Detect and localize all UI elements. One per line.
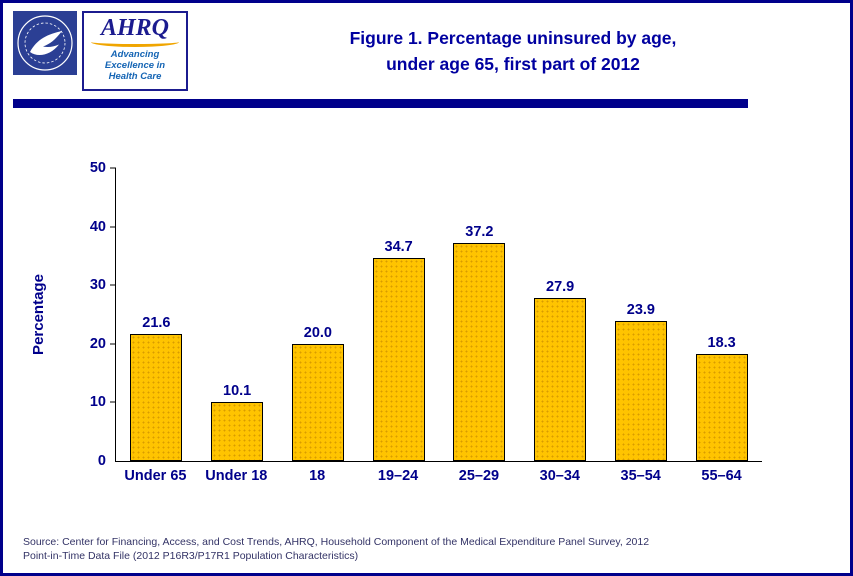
header: AHRQ Advancing Excellence in Health Care… [3,3,850,99]
x-category-label: Under 65 [124,468,187,484]
y-tick-label: 50 [89,160,106,176]
ahrq-swoosh-icon [91,37,179,47]
y-tick-mark [110,167,116,169]
bar-group: 27.9 [520,168,601,461]
source-note-line2: Point-in-Time Data File (2012 P16R3/P17R… [23,550,359,563]
ahrq-logo: AHRQ Advancing Excellence in Health Care [82,11,188,91]
bar [695,353,748,461]
bar [372,257,425,461]
bar-group: 21.6 [116,168,197,461]
x-category-label: 35–54 [620,468,661,484]
bar-group: 37.2 [439,168,520,461]
x-category-label: 19–24 [377,468,419,484]
y-tick-label: 20 [89,335,106,352]
plot-area: 0 10 20 30 40 50 21.6 10.1 20.0 34.7 37.2 27.9 23.9 1… [90,160,762,469]
ahrq-tagline: Advancing Excellence in Health Care [104,49,166,83]
bar-value-label: 20.0 [303,324,332,341]
bar-value-label: 10.1 [223,382,252,399]
bar [211,401,264,461]
figure-title: Figure 1. Percentage uninsured by age, u… [188,11,838,78]
y-tick-mark [110,226,116,228]
bar-value-label: 27.9 [546,278,575,295]
bar [453,243,506,461]
x-category-label: 25–29 [458,468,500,484]
bar-value-label: 21.6 [142,315,171,332]
bar-group: 23.9 [601,168,682,461]
bar-group: 34.7 [358,168,439,461]
y-axis-label-wrap: Percentage [21,168,55,461]
bar [534,297,587,461]
bar [130,334,183,461]
source-note: Source: Center for Financing, Access, an… [23,535,830,564]
y-tick-mark [110,284,116,286]
figure-title-line2: under age 65, first part of 2012 [386,54,640,75]
figure-title-line1: Figure 1. Percentage uninsured by age, [349,28,677,48]
header-divider [13,99,748,108]
y-axis-label: Percentage [29,274,47,355]
logo-block: AHRQ Advancing Excellence in Health Care [13,11,188,91]
x-category-label: 55–64 [701,468,742,484]
x-category-label: Under 18 [205,468,268,484]
x-category-label: 18 [309,468,326,484]
y-tick-label: 40 [89,218,106,235]
ahrq-tagline-line3: Health Care [108,70,162,82]
chart-area: 0 10 20 30 40 50 21.6 10.1 20.0 34.7 37.2 27.9 23.9 1… [3,160,850,484]
source-note-line1: Source: Center for Financing, Access, an… [23,535,650,548]
bar-value-label: 18.3 [707,334,736,351]
bar-value-label: 34.7 [384,238,413,255]
hhs-seal-icon [13,11,77,75]
bar-group: 20.0 [278,168,359,461]
y-tick-label: 10 [89,394,106,411]
y-tick-mark [110,343,116,345]
bar [291,343,344,461]
bar-value-label: 23.9 [626,301,655,318]
ahrq-wordmark: AHRQ [100,15,169,41]
ahrq-tagline-line1: Advancing [110,49,160,60]
x-category-label: 30–34 [539,468,580,484]
bar-group: 18.3 [681,168,762,461]
category-row: Under 65 Under 18 18 19–24 25–29 30–34 35–54 55… [115,468,762,484]
bar [614,320,667,461]
y-tick-label: 0 [97,453,106,469]
bar-value-label: 37.2 [465,224,494,241]
ahrq-tagline-line2: Excellence in [104,59,166,71]
bar-group: 10.1 [197,168,278,461]
y-tick-mark [110,401,116,403]
y-tick-label: 30 [89,277,106,294]
